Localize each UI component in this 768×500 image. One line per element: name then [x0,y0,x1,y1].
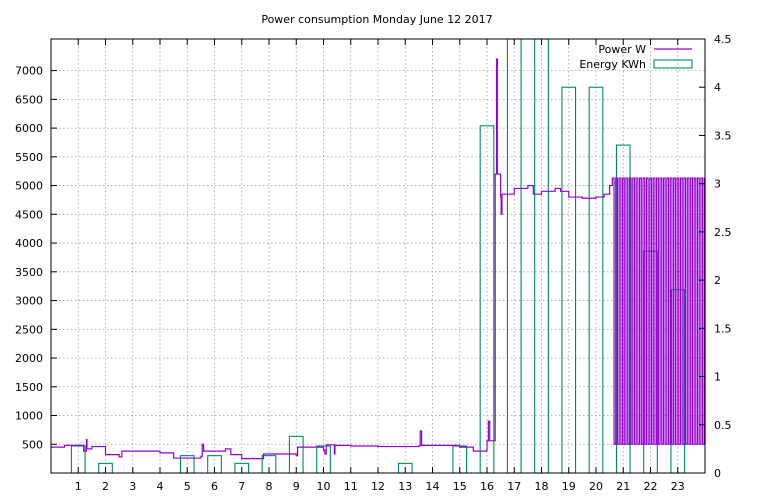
y2-ticks: 0 0.5 1 1.5 2 2.5 3 3.5 4 4.5 [699,33,732,480]
y-tick-label: 3000 [15,295,43,308]
x-tick-label: 21 [616,480,630,493]
chart-title: Power consumption Monday June 12 2017 [261,13,492,26]
x-tick-label: 22 [644,480,658,493]
y-tick-label: 1000 [15,410,43,423]
x-tick-label: 8 [266,480,273,493]
y-tick-label: 500 [22,438,43,451]
x-tick-label: 15 [453,480,467,493]
y-tick-label: 5000 [15,180,43,193]
x-tick-label: 11 [344,480,358,493]
y2-tick-label: 0.5 [714,419,732,432]
x-tick-label: 18 [535,480,549,493]
x-tick-label: 4 [157,480,164,493]
x-tick-label: 3 [129,480,136,493]
y-tick-label: 2500 [15,323,43,336]
x-tick-label: 5 [184,480,191,493]
y-tick-label: 5500 [15,151,43,164]
y2-tick-label: 3 [714,178,721,191]
x-tick-label: 6 [211,480,218,493]
y-tick-label: 1500 [15,381,43,394]
x-tick-label: 7 [238,480,245,493]
y2-tick-label: 4.5 [714,33,732,46]
legend-box-energy [653,59,693,69]
x-tick-label: 2 [102,480,109,493]
y-tick-label: 6000 [15,122,43,135]
x-tick-label: 13 [398,480,412,493]
x-tick-label: 19 [562,480,576,493]
y-ticks: 500 1000 1500 2000 2500 3000 3500 4000 4500 5000 5… [15,65,57,451]
x-tick-label: 12 [371,480,385,493]
x-tick-label: 10 [317,480,331,493]
x-tick-label: 20 [589,480,603,493]
grid-lines [51,39,705,473]
y2-tick-label: 4 [714,81,721,94]
y-tick-label: 6500 [15,93,43,106]
x-tick-label: 16 [480,480,494,493]
x-tick-label: 14 [426,480,440,493]
power-series [51,58,706,460]
x-tick-label: 23 [671,480,685,493]
power-line [51,58,706,460]
y-tick-label: 3500 [15,266,43,279]
y2-tick-label: 1.5 [714,322,732,335]
x-ticks: 1 2 3 4 5 6 7 8 9 10 11 12 13 14 15 16 17 18 19 20 21 22 23 [75,39,685,493]
y-tick-label: 4500 [15,208,43,221]
y2-tick-label: 2.5 [714,226,732,239]
y-tick-label: 7000 [15,65,43,78]
y2-tick-label: 0 [714,467,721,480]
y2-tick-label: 3.5 [714,129,732,142]
legend-label-power: Power W [598,43,646,56]
y-tick-label: 4000 [15,237,43,250]
y2-tick-label: 1 [714,371,721,384]
x-tick-label: 9 [293,480,300,493]
x-tick-label: 1 [75,480,82,493]
y-tick-label: 2000 [15,352,43,365]
y2-tick-label: 2 [714,274,721,287]
legend: Power W Energy KWh [579,43,693,71]
legend-label-energy: Energy KWh [579,58,646,71]
x-tick-label: 17 [507,480,521,493]
